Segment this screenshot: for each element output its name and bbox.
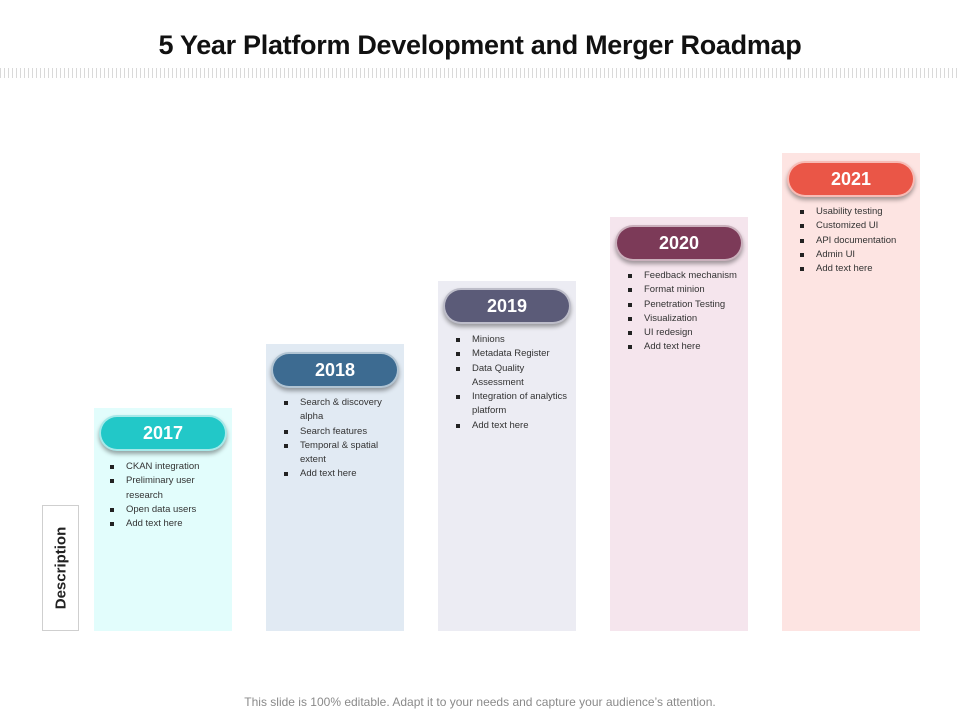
- milestone-item: Minions: [454, 333, 572, 347]
- milestone-item: UI redesign: [626, 326, 744, 340]
- milestone-item: Penetration Testing: [626, 298, 744, 312]
- milestone-item: API documentation: [798, 234, 916, 248]
- milestone-item: Customized UI: [798, 219, 916, 233]
- milestone-item: Temporal & spatial extent: [282, 439, 400, 468]
- milestone-item: Data Quality Assessment: [454, 362, 572, 391]
- milestone-item: Add text here: [626, 340, 744, 354]
- milestone-list: Minions Metadata Register Data Quality A…: [454, 333, 572, 433]
- milestone-list: Usability testing Customized UI API docu…: [798, 205, 916, 276]
- year-pill-2019: 2019: [443, 288, 571, 324]
- year-pill-2017: 2017: [99, 415, 227, 451]
- milestone-item: Preliminary user research: [108, 474, 228, 503]
- milestone-item: Usability testing: [798, 205, 916, 219]
- milestone-list: Search & discovery alpha Search features…: [282, 396, 400, 482]
- milestone-item: Format minion: [626, 283, 744, 297]
- milestone-item: Integration of analytics platform: [454, 390, 572, 419]
- year-pill-2020: 2020: [615, 225, 743, 261]
- milestone-item: Feedback mechanism: [626, 269, 744, 283]
- milestone-item: Add text here: [454, 419, 572, 433]
- description-box: Description: [42, 505, 79, 631]
- milestone-item: CKAN integration: [108, 460, 228, 474]
- title-divider: [0, 68, 960, 78]
- year-pill-2021: 2021: [787, 161, 915, 197]
- roadmap-column-2021: Usability testing Customized UI API docu…: [782, 153, 920, 631]
- milestone-list: CKAN integration Preliminary user resear…: [108, 460, 228, 531]
- milestone-item: Open data users: [108, 503, 228, 517]
- roadmap-column-2018: Search & discovery alpha Search features…: [266, 344, 404, 631]
- milestone-item: Admin UI: [798, 248, 916, 262]
- page-title: 5 Year Platform Development and Merger R…: [158, 30, 802, 60]
- milestone-item: Add text here: [108, 517, 228, 531]
- footer-note: This slide is 100% editable. Adapt it to…: [244, 695, 716, 709]
- milestone-item: Visualization: [626, 312, 744, 326]
- year-pill-2018: 2018: [271, 352, 399, 388]
- roadmap-column-2019: Minions Metadata Register Data Quality A…: [438, 281, 576, 631]
- milestone-item: Search features: [282, 425, 400, 439]
- milestone-item: Add text here: [798, 262, 916, 276]
- description-label: Description: [52, 526, 69, 610]
- milestone-item: Add text here: [282, 467, 400, 481]
- milestone-item: Search & discovery alpha: [282, 396, 400, 425]
- milestone-item: Metadata Register: [454, 347, 572, 361]
- milestone-list: Feedback mechanism Format minion Penetra…: [626, 269, 744, 355]
- roadmap-column-2020: Feedback mechanism Format minion Penetra…: [610, 217, 748, 631]
